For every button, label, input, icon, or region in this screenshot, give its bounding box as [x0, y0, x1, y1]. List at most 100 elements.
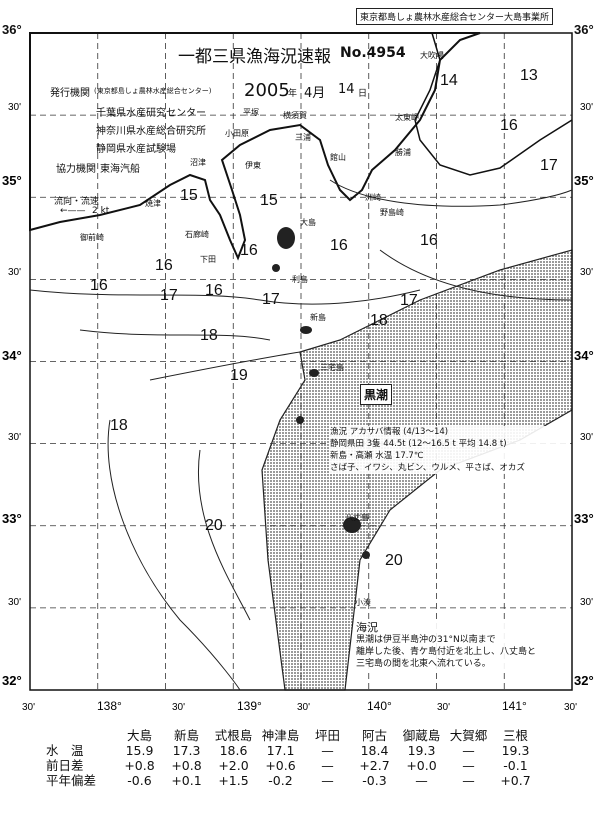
place-label: 三宅島 [320, 362, 344, 372]
lon-label: 30' [297, 702, 310, 713]
isotherm-label: 16 [240, 242, 258, 259]
column-header: 式根島 [214, 728, 253, 743]
lon-label: 140° [367, 699, 392, 713]
current-arrow-icon: ←—— [60, 206, 86, 216]
column-header: 阿古 [361, 728, 387, 743]
table-cell: — [462, 758, 475, 773]
corner-label: 東京都島しょ農林水産総合センター大島事業所 [356, 8, 554, 25]
isotherm-label: 16 [155, 257, 173, 274]
cooperation: 東海汽船 [100, 164, 140, 175]
fishing-info-line: 新島・高瀬 水温 17.7℃ [330, 451, 424, 461]
place-label: 下田 [200, 255, 216, 264]
isotherm [149, 351, 301, 381]
place-label: 勝浦 [395, 147, 411, 157]
lon-label: 30' [172, 702, 185, 713]
isotherm-label: 20 [205, 517, 223, 534]
year-unit: 年 [288, 89, 298, 99]
lat-label: 30' [8, 597, 21, 608]
publisher: 神奈川県水産総合研究所 [96, 126, 206, 137]
isotherm [198, 449, 251, 621]
column-header: 御蔵島 [402, 728, 441, 743]
table-cell: +1.5 [218, 773, 249, 788]
table-cell: 18.6 [219, 743, 248, 758]
row-label: 平年偏差 [46, 773, 97, 788]
lat-label: 35° [2, 173, 22, 188]
place-label: 石廊崎 [185, 229, 209, 239]
table-cell: 19.3 [501, 743, 530, 758]
table-cell: — [321, 758, 334, 773]
sea-conditions-line: 離岸した後、青ケ島付近を北上し、八丈島と [356, 647, 537, 657]
table-cell: 17.1 [266, 743, 295, 758]
place-label: 利島 [292, 274, 308, 284]
island [343, 517, 361, 533]
day-unit: 日 [358, 89, 368, 99]
row-label: 水 温 [46, 743, 84, 758]
place-label: 伊東 [245, 160, 261, 170]
table-cell: -0.3 [362, 773, 387, 788]
lat-label: 35° [574, 173, 594, 188]
isotherm [107, 419, 241, 691]
place-label: 焼津 [145, 198, 161, 208]
column-header: 三根 [502, 728, 528, 743]
fishing-info-line: さば子、イワシ、丸ビン、ウルメ、平さば、オカズ [330, 463, 525, 473]
column-header: 大島 [126, 728, 152, 743]
sea-conditions-title: 海況 [356, 621, 378, 634]
lat-label: 30' [580, 102, 593, 113]
isotherm [79, 329, 271, 341]
lat-label: 30' [580, 267, 593, 278]
lat-label: 30' [8, 267, 21, 278]
isotherm-label: 19 [230, 367, 248, 384]
place-label: 小田原 [225, 129, 249, 138]
isotherm-label: 17 [540, 157, 558, 174]
island [309, 369, 319, 377]
column-header: 坪田 [314, 728, 340, 743]
isotherm-label: 14 [440, 72, 458, 89]
lat-label: 36° [574, 22, 594, 37]
lon-label: 30' [564, 702, 577, 713]
lat-label: 34° [574, 348, 594, 363]
water-temperature-table: 大島 新島 式根島 神津島 坪田 阿古 御蔵島 大賀郷 三根 水 温 15.9 17… [40, 728, 539, 788]
coastline-boso [414, 32, 573, 176]
place-label: 八丈島 [345, 512, 369, 522]
table-cell: +0.8 [124, 758, 155, 773]
isotherm-label: 13 [520, 67, 538, 84]
table-row: 水 温 15.9 17.3 18.6 17.1 — 18.4 19.3 — 19.3 [40, 743, 539, 758]
place-label: 横須賀 [283, 110, 307, 120]
table-cell: -0.1 [503, 758, 528, 773]
table-cell: 17.3 [172, 743, 201, 758]
isotherm-label: 16 [205, 282, 223, 299]
island [272, 264, 280, 272]
fishing-info-line: 静岡県田 3隻 44.5t (12〜16.5 t 平均 14.8 t) [330, 439, 507, 449]
table-cell: +0.6 [265, 758, 296, 773]
isotherm-label: 18 [200, 327, 218, 344]
place-label: 大吹場 [420, 50, 444, 60]
table-cell: +0.1 [171, 773, 202, 788]
report-year: 2005 [244, 80, 290, 101]
isotherm-label: 16 [330, 237, 348, 254]
lon-label: 30' [437, 702, 450, 713]
isotherm [379, 249, 573, 301]
kuroshio-label: 黒潮 [360, 384, 393, 405]
publisher: (東京都島しょ農林水産総合センター) [94, 87, 212, 95]
table-row: 前日差 +0.8 +0.8 +2.0 +0.6 — +2.7 +0.0 — -0.1 [40, 758, 539, 773]
issue-number: No.4954 [340, 45, 406, 61]
table-row: 平年偏差 -0.6 +0.1 +1.5 -0.2 — -0.3 — — +0.7 [40, 773, 539, 788]
place-label: 新島 [310, 312, 326, 322]
place-label: 太東岬 [395, 112, 419, 122]
table-header-row: 大島 新島 式根島 神津島 坪田 阿古 御蔵島 大賀郷 三根 [40, 728, 539, 743]
column-header: 新島 [173, 728, 199, 743]
isotherm-label: 17 [160, 287, 178, 304]
coastline [29, 32, 481, 261]
report-month: 4月 [304, 86, 326, 101]
isotherm-label: 18 [370, 312, 388, 329]
isotherm-label: 17 [262, 291, 280, 308]
publisher: 静岡県水産試験場 [96, 144, 176, 155]
place-label: 洲崎 [365, 192, 381, 202]
fishing-info-title: 漁況 アカサバ情報 (4/13〜14) [330, 427, 449, 437]
island [362, 551, 370, 559]
table-cell: +0.8 [171, 758, 202, 773]
lat-label: 33° [2, 511, 22, 526]
place-label: 三浦 [295, 132, 311, 142]
